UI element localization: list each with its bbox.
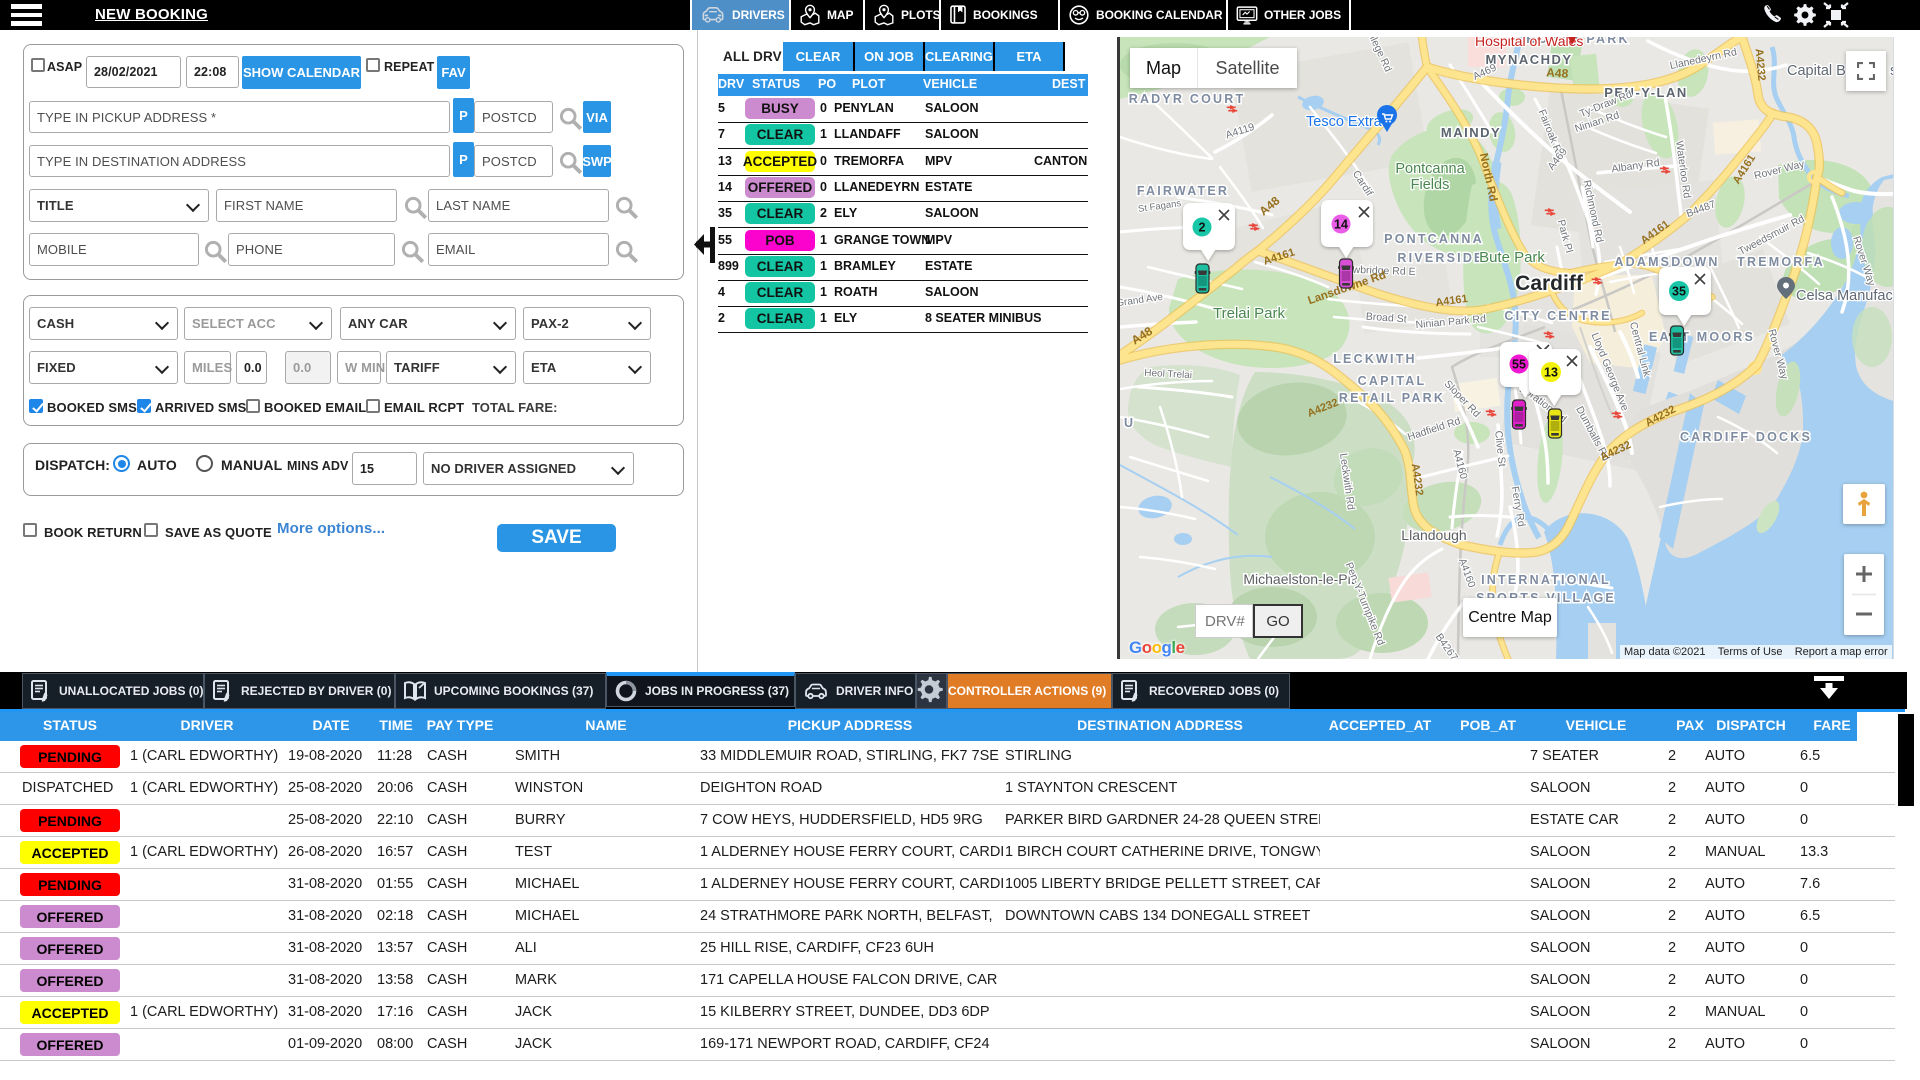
svg-text:35: 35 [1672, 285, 1686, 299]
svg-text:A4232: A4232 [1753, 48, 1768, 81]
svg-text:Trelai Park: Trelai Park [1213, 305, 1285, 322]
svg-text:PEN-Y-LAN: PEN-Y-LAN [1604, 85, 1688, 100]
svg-text:CITY CENTRE: CITY CENTRE [1504, 309, 1611, 323]
svg-text:A4232: A4232 [1409, 463, 1425, 497]
svg-text:CARDIFF DOCKS: CARDIFF DOCKS [1680, 430, 1812, 444]
svg-text:Bute Park: Bute Park [1479, 249, 1545, 266]
svg-text:A48: A48 [1546, 65, 1569, 81]
svg-text:INTERNATIONAL: INTERNATIONAL [1481, 573, 1611, 587]
svg-text:Celsa Manufact: Celsa Manufact [1796, 288, 1894, 304]
svg-text:MAINDY: MAINDY [1441, 125, 1501, 140]
svg-text:Hospital of Wales: Hospital of Wales [1475, 37, 1583, 49]
svg-text:Capital B: Capital B [1787, 63, 1846, 79]
svg-text:ADAMSDOWN: ADAMSDOWN [1614, 255, 1719, 269]
svg-text:RADYR COURT: RADYR COURT [1129, 92, 1246, 106]
svg-text:PONTCANNA: PONTCANNA [1384, 232, 1484, 246]
svg-text:Heol Trelai: Heol Trelai [1144, 368, 1192, 381]
svg-text:Cardiff: Cardiff [1515, 272, 1584, 295]
svg-text:Broad St: Broad St [1365, 311, 1407, 326]
svg-text:55: 55 [1512, 358, 1526, 372]
svg-text:ROATH PARK: ROATH PARK [1526, 37, 1629, 46]
svg-text:Fields: Fields [1411, 177, 1450, 193]
svg-text:MYNACHDY: MYNACHDY [1485, 52, 1572, 67]
svg-text:LECKWITH: LECKWITH [1333, 352, 1417, 366]
svg-text:2: 2 [1199, 221, 1206, 235]
svg-text:U: U [1124, 416, 1135, 430]
svg-text:14: 14 [1334, 218, 1348, 232]
svg-text:EAST MOORS: EAST MOORS [1649, 330, 1755, 344]
svg-text:TREMORFA: TREMORFA [1737, 255, 1825, 269]
svg-text:Pontcanna: Pontcanna [1395, 161, 1465, 177]
svg-text:A4161: A4161 [1435, 293, 1469, 309]
svg-text:Llandough: Llandough [1401, 527, 1466, 543]
svg-text:RIVERSIDE: RIVERSIDE [1397, 251, 1484, 265]
svg-text:s: s [1890, 63, 1894, 79]
svg-text:Clive St: Clive St [1492, 430, 1508, 467]
svg-text:RETAIL PARK: RETAIL PARK [1339, 391, 1445, 405]
svg-text:CAPITAL: CAPITAL [1358, 374, 1427, 388]
svg-text:wbridge Rd E: wbridge Rd E [1351, 264, 1415, 278]
svg-text:FAIRWATER: FAIRWATER [1137, 184, 1229, 198]
svg-text:Tesco Extra: Tesco Extra [1306, 114, 1383, 130]
svg-text:13: 13 [1544, 366, 1558, 380]
svg-text:Michaelston-le-Pit: Michaelston-le-Pit [1243, 571, 1354, 587]
